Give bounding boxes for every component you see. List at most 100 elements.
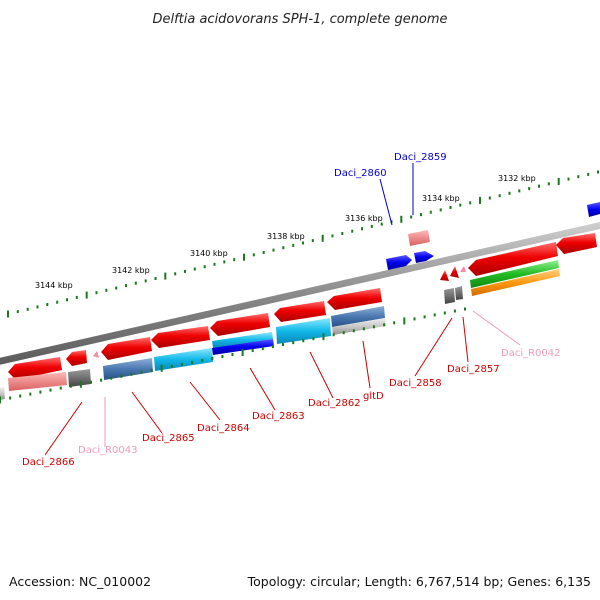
outer-ring-minor-tick <box>538 184 540 188</box>
inner-tick-ring <box>0 307 466 404</box>
outer-ring-minor-tick <box>233 258 236 262</box>
outer-ring-minor-tick <box>56 300 59 304</box>
outer-ring-minor-tick <box>203 265 206 269</box>
outer-ring-minor-tick <box>341 232 344 235</box>
gene-daci-2858-b[interactable] <box>444 288 455 304</box>
gene-daci-2860[interactable] <box>386 255 412 270</box>
outer-ring-minor-tick <box>26 307 29 311</box>
gene-daci-2865-a[interactable] <box>101 337 152 360</box>
gene-daci-2863-a[interactable] <box>210 313 270 336</box>
inner-ring-major-tick <box>403 317 406 325</box>
outer-ring-minor-tick <box>597 170 599 174</box>
inner-ring-minor-tick <box>302 339 305 343</box>
gene-edge-reverse[interactable] <box>556 233 597 254</box>
outer-ring-minor-tick <box>459 203 462 207</box>
gene-daci-2866-gray[interactable] <box>68 369 91 387</box>
inner-ring-minor-tick <box>433 313 436 317</box>
gene-daci-2862-a[interactable] <box>274 301 326 322</box>
inner-ring-minor-tick <box>29 392 32 396</box>
outer-ring-minor-tick <box>125 284 127 288</box>
outer-ring-minor-tick <box>528 187 531 191</box>
gene-daci-2864-b[interactable] <box>154 348 213 371</box>
gene-gltd-a[interactable] <box>327 288 382 310</box>
inner-ring-minor-tick <box>373 325 375 329</box>
gene-daci-2864-a[interactable] <box>151 326 210 348</box>
label-daci-2862: Daci_2862 <box>308 398 361 409</box>
label-daci-2860: Daci_2860 <box>334 168 387 179</box>
gene-daci-2858-a[interactable] <box>440 270 449 281</box>
inner-ring-minor-tick <box>181 362 183 366</box>
inner-ring-minor-tick <box>464 307 466 311</box>
outer-ring-minor-tick <box>429 210 432 214</box>
gene-edge-silver[interactable] <box>0 387 5 400</box>
gene-daci-2859-product[interactable] <box>408 230 430 246</box>
inner-ring-minor-tick <box>201 358 204 362</box>
gene-daci-2865-b[interactable] <box>103 358 153 380</box>
outer-ring-minor-tick <box>420 213 422 217</box>
outer-ring-major-tick <box>164 272 167 280</box>
genome-summary-text: Topology: circular; Length: 6,767,514 bp… <box>247 574 591 589</box>
kbp-label-3140: 3140 kbp <box>190 249 228 258</box>
inner-ring-minor-tick <box>342 331 345 335</box>
inner-ring-minor-tick <box>130 372 133 376</box>
gene-daci-2866-a[interactable] <box>8 357 62 380</box>
inner-ring-minor-tick <box>140 370 143 374</box>
inner-ring-minor-tick <box>282 343 284 347</box>
inner-ring-minor-tick <box>443 311 446 315</box>
gene-daci-2863-c[interactable] <box>212 339 274 355</box>
outer-ring-minor-tick <box>262 251 265 254</box>
gene-daci-2857-a[interactable] <box>450 266 459 278</box>
outer-ring-minor-tick <box>174 272 177 276</box>
outer-ring-minor-tick <box>134 281 137 285</box>
rna-daci-r0042[interactable] <box>460 266 466 272</box>
gene-daci-2857-c[interactable] <box>455 286 463 300</box>
gene-daci-2857-green[interactable] <box>470 260 559 288</box>
gene-gltd-b[interactable] <box>331 306 385 327</box>
label-daci-2863: Daci_2863 <box>252 411 305 422</box>
gene-daci-2859[interactable] <box>414 251 434 263</box>
inner-ring-minor-tick <box>211 357 214 360</box>
outer-ring-minor-tick <box>282 246 285 250</box>
outer-ring-minor-tick <box>311 239 314 243</box>
gene-daci-2866-b[interactable] <box>66 350 87 366</box>
gene-daci-2863-b[interactable] <box>212 332 273 348</box>
gene-daci-2866-product[interactable] <box>8 372 67 391</box>
inner-ring-minor-tick <box>19 394 22 398</box>
outer-ring-major-tick <box>400 215 403 223</box>
label-daci-2859: Daci_2859 <box>394 152 447 163</box>
inner-ring-major-tick <box>0 396 1 404</box>
label-daci-2864: Daci_2864 <box>197 423 250 434</box>
gene-daci-2862-b[interactable] <box>276 318 331 344</box>
gene-daci-2857-orange[interactable] <box>471 269 560 296</box>
outer-ring-minor-tick <box>488 196 491 200</box>
inner-ring-minor-tick <box>453 309 456 313</box>
label-daci-2857: Daci_2857 <box>447 364 500 375</box>
kbp-label-3144: 3144 kbp <box>35 281 73 290</box>
outer-ring-minor-tick <box>292 243 295 247</box>
outer-ring-minor-tick <box>547 182 550 186</box>
kbp-label-3138: 3138 kbp <box>267 232 305 241</box>
outer-ring-major-tick <box>85 291 88 299</box>
inner-ring-minor-tick <box>312 337 315 341</box>
inner-ring-minor-tick <box>231 353 234 356</box>
rna-daci-r0043[interactable] <box>93 351 99 358</box>
inner-ring-major-tick <box>160 364 163 372</box>
kbp-label-3136: 3136 kbp <box>345 214 383 223</box>
outer-ring-minor-tick <box>577 175 580 179</box>
gene-daci-2857-b[interactable] <box>468 242 558 276</box>
inner-ring-minor-tick <box>352 329 355 333</box>
outer-ring-minor-tick <box>370 224 373 228</box>
gene-gltd-c[interactable] <box>332 318 386 335</box>
outer-ring-minor-tick <box>115 286 118 290</box>
inner-ring-minor-tick <box>49 388 52 392</box>
outer-ring-major-tick <box>479 196 481 204</box>
outer-ring-major-tick <box>7 310 9 318</box>
outer-ring-minor-tick <box>75 295 78 299</box>
inner-ring-minor-tick <box>100 378 103 382</box>
inner-ring-minor-tick <box>362 327 365 331</box>
label-daci-r0043: Daci_R0043 <box>78 445 138 456</box>
outer-ring-minor-tick <box>16 310 19 314</box>
gene-edge-forward[interactable] <box>587 202 600 217</box>
inner-ring-minor-tick <box>110 376 113 380</box>
